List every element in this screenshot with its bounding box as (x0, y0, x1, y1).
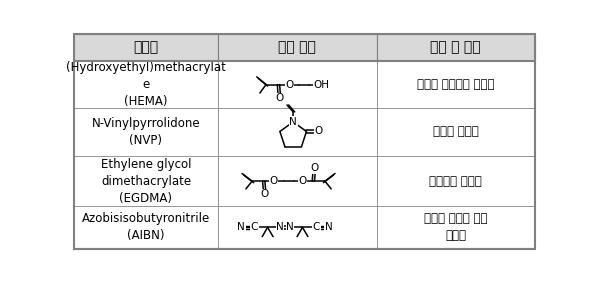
Text: N-Vinylpyrrolidone
(NVP): N-Vinylpyrrolidone (NVP) (91, 117, 200, 147)
Bar (74, 34, 217, 62)
Bar (217, 62, 377, 108)
Bar (377, 108, 535, 156)
Text: O: O (270, 176, 278, 186)
Text: 화학 구조: 화학 구조 (278, 40, 316, 55)
Text: N: N (289, 117, 297, 127)
Text: 아크릴계 가교제: 아크릴계 가교제 (429, 175, 482, 188)
Bar (377, 206, 535, 249)
Bar (217, 156, 377, 206)
Bar (74, 108, 217, 156)
Text: 친수성 아크릴계 단량체: 친수성 아크릴계 단량체 (417, 78, 494, 91)
Bar (74, 206, 217, 249)
Text: O: O (315, 126, 323, 137)
Bar (217, 108, 377, 156)
Text: O: O (310, 163, 318, 173)
Text: O: O (285, 80, 293, 90)
Text: 반응물: 반응물 (134, 40, 159, 55)
Text: 역할 및 특성: 역할 및 특성 (430, 40, 481, 55)
Text: Ethylene glycol
dimethacrylate
(EGDMA): Ethylene glycol dimethacrylate (EGDMA) (101, 158, 191, 205)
Text: N: N (276, 222, 284, 232)
Bar (377, 34, 535, 62)
Text: 친수성 단량체: 친수성 단량체 (432, 125, 478, 139)
Text: 라디칼 중합을 위한
개시제: 라디칼 중합을 위한 개시제 (424, 212, 487, 243)
Bar (217, 206, 377, 249)
Text: N: N (238, 222, 245, 232)
Bar (217, 34, 377, 62)
Bar (74, 156, 217, 206)
Bar (74, 62, 217, 108)
Text: (Hydroxyethyl)methacrylat
e
(HEMA): (Hydroxyethyl)methacrylat e (HEMA) (66, 61, 226, 108)
Text: O: O (298, 176, 307, 186)
Text: C: C (251, 222, 258, 232)
Text: N: N (286, 222, 294, 232)
Text: N: N (325, 222, 333, 232)
Text: O: O (260, 189, 268, 199)
Text: Azobisisobutyronitrile
(AIBN): Azobisisobutyronitrile (AIBN) (82, 212, 210, 243)
Text: OH: OH (314, 80, 330, 90)
Bar (377, 156, 535, 206)
Text: O: O (275, 93, 283, 103)
Bar (377, 62, 535, 108)
Text: C: C (313, 222, 320, 232)
